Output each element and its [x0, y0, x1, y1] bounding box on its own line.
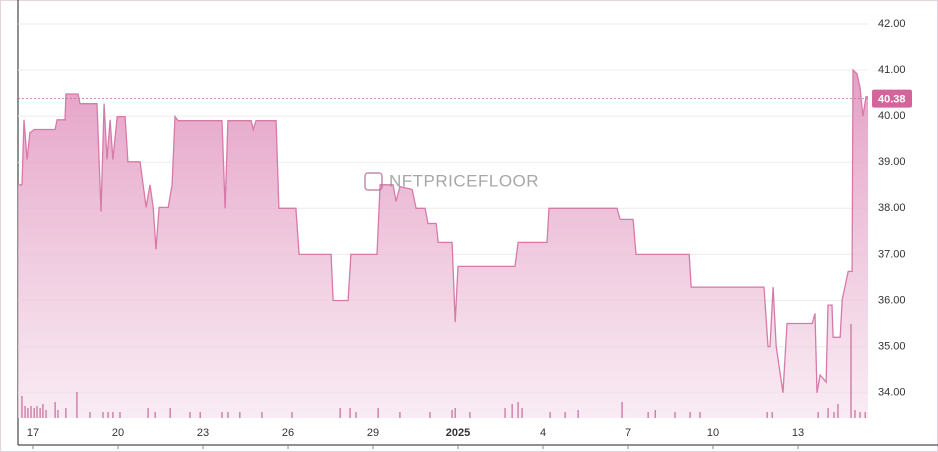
volume-bar — [54, 402, 56, 418]
x-tick-label: 13 — [792, 427, 804, 439]
volume-bar — [112, 412, 114, 418]
volume-bar — [30, 406, 32, 418]
volume-bar — [859, 412, 861, 418]
volume-bar — [817, 412, 819, 418]
volume-bar — [154, 412, 156, 418]
volume-bar — [147, 408, 149, 418]
volume-bar — [33, 408, 35, 418]
volume-bar — [469, 412, 471, 418]
volume-bar — [291, 412, 293, 418]
volume-bar — [355, 412, 357, 418]
volume-bar — [102, 412, 104, 418]
volume-bar — [339, 408, 341, 418]
volume-bar — [833, 412, 835, 418]
volume-bar — [76, 392, 78, 418]
area-fill — [18, 70, 868, 418]
x-tick-label: 26 — [282, 427, 294, 439]
x-tick-label: 7 — [625, 427, 631, 439]
y-tick-label: 41.00 — [878, 64, 906, 76]
volume-bar — [227, 412, 229, 418]
watermark-text: NFTPRICEFLOOR — [389, 171, 539, 190]
y-tick-label: 35.00 — [878, 340, 906, 352]
volume-bar — [689, 412, 691, 418]
x-tick-label: 10 — [707, 427, 719, 439]
volume-bar — [621, 402, 623, 418]
volume-bar — [674, 412, 676, 418]
x-tick-label: 2025 — [446, 427, 470, 439]
volume-bar — [771, 412, 773, 418]
volume-bar — [850, 324, 852, 418]
volume-bar — [577, 410, 579, 418]
volume-bar — [45, 410, 47, 418]
volume-bar — [647, 412, 649, 418]
volume-bar — [65, 408, 67, 418]
price-line — [18, 68, 868, 393]
volume-bar — [261, 412, 263, 418]
x-tick-label: 17 — [27, 427, 39, 439]
y-tick-label: 42.00 — [878, 18, 906, 30]
volume-bar — [827, 408, 829, 418]
volume-bar — [221, 412, 223, 418]
volume-bar — [377, 408, 379, 418]
watermark-logo — [364, 172, 383, 191]
volume-bar — [169, 408, 171, 418]
y-tick-label: 34.00 — [878, 387, 906, 399]
volume-bar — [699, 412, 701, 418]
volume-bar — [521, 408, 523, 418]
volume-bar — [504, 408, 506, 418]
volume-bar — [654, 410, 656, 418]
volume-bar — [549, 412, 551, 418]
volume-bar — [451, 410, 453, 418]
volume-bar — [119, 412, 121, 418]
volume-bar — [36, 406, 38, 418]
y-tick-label: 40.00 — [878, 110, 906, 122]
current-price-label: 40.38 — [878, 94, 906, 106]
y-tick-label: 37.00 — [878, 248, 906, 260]
volume-bar — [511, 404, 513, 418]
x-tick-label: 29 — [367, 427, 379, 439]
volume-bar — [239, 412, 241, 418]
volume-bar — [854, 410, 856, 418]
volume-bar — [27, 408, 29, 418]
volume-bar — [864, 412, 866, 418]
volume-bar — [429, 412, 431, 418]
y-tick-label: 36.00 — [878, 294, 906, 306]
volume-bar — [564, 412, 566, 418]
y-tick-label: 39.00 — [878, 156, 906, 168]
volume-bar — [57, 410, 59, 418]
volume-bar — [454, 408, 456, 418]
volume-bar — [837, 404, 839, 418]
volume-bar — [21, 396, 23, 418]
current-price-box — [872, 89, 912, 108]
volume-bar — [199, 412, 201, 418]
volume-bar — [189, 412, 191, 418]
y-tick-label: 38.00 — [878, 202, 906, 214]
x-tick-label: 20 — [112, 427, 124, 439]
volume-bar — [517, 402, 519, 418]
watermark: NFTPRICEFLOOR — [364, 171, 539, 191]
volume-bar — [39, 408, 41, 418]
volume-bar — [399, 412, 401, 418]
volume-bar — [42, 404, 44, 418]
volume-bar — [349, 408, 351, 418]
volume-bar — [89, 412, 91, 418]
volume-bar — [107, 412, 109, 418]
volume-bar — [24, 406, 26, 418]
volume-bar — [766, 412, 768, 418]
x-tick-label: 23 — [197, 427, 209, 439]
x-tick-label: 4 — [540, 427, 546, 439]
